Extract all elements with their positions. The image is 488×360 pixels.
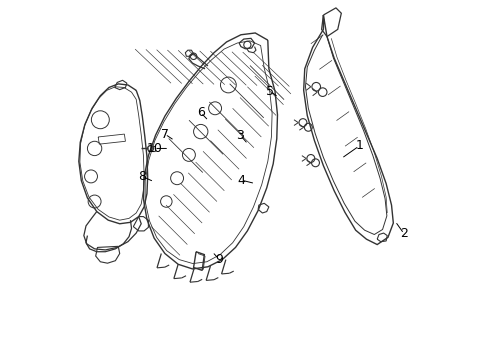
Text: 2: 2 xyxy=(399,227,407,240)
Text: 10: 10 xyxy=(146,142,162,155)
Text: 6: 6 xyxy=(196,106,204,119)
Text: 8: 8 xyxy=(138,170,146,183)
Text: 4: 4 xyxy=(237,174,244,186)
Text: 7: 7 xyxy=(161,127,168,141)
Text: 1: 1 xyxy=(355,139,363,152)
Text: 9: 9 xyxy=(215,253,223,266)
Text: 5: 5 xyxy=(266,85,274,98)
Text: 3: 3 xyxy=(236,129,244,142)
